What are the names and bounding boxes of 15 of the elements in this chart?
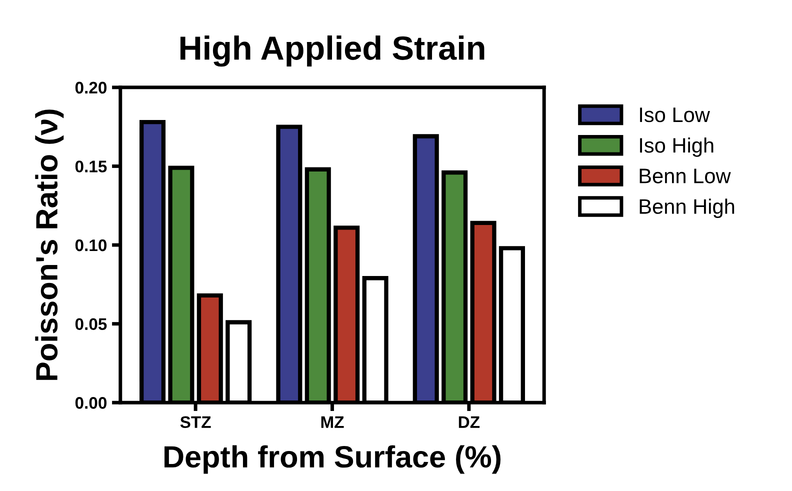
y-tick-label: 0.20: [75, 82, 107, 94]
y-tick-label: 0.15: [75, 160, 107, 172]
x-axis-title: Depth from Surface (%): [164, 445, 501, 474]
x-tick-label: STZ: [180, 416, 211, 428]
legend-label: Iso Low: [640, 108, 710, 122]
y-tick-label: 0.00: [75, 397, 107, 409]
y-tick-label: 0.10: [75, 239, 107, 252]
y-axis-title: Poisson's Ratio (ν): [35, 110, 64, 380]
x-tick-label: MZ: [321, 416, 344, 428]
legend-label: Benn High: [640, 198, 734, 218]
legend-label: Iso High: [640, 137, 714, 157]
x-tick-label: DZ: [458, 416, 480, 428]
chart-title: High Applied Strain: [180, 35, 484, 67]
legend-label: Benn Low: [640, 168, 731, 184]
y-tick-label: 0.05: [75, 318, 107, 330]
